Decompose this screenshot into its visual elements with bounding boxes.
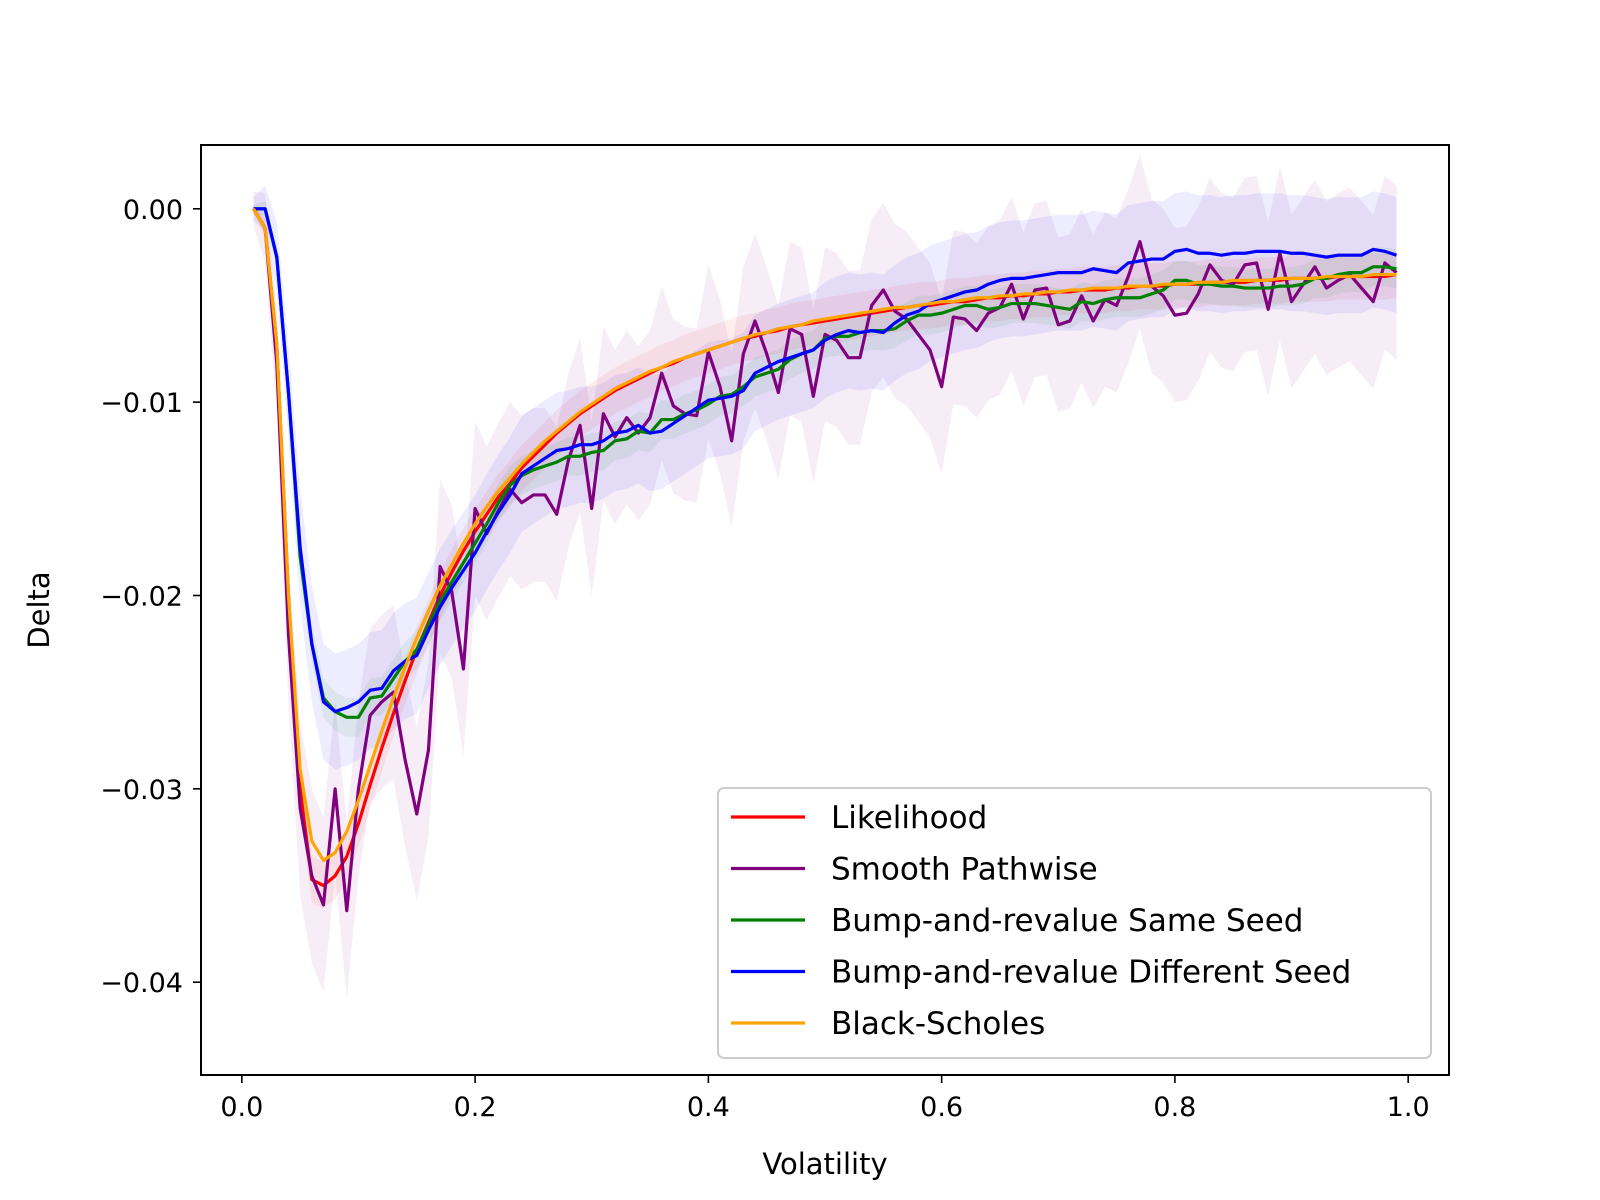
y-tick-label: −0.01 (100, 388, 183, 419)
y-axis-label: Delta (22, 571, 56, 648)
bump-and-revalue-same-seed-band (253, 201, 1397, 737)
bump-and-revalue-same-seed-line (253, 207, 1397, 719)
y-tick-label: 0.00 (123, 195, 183, 226)
confidence-bands (253, 154, 1397, 998)
legend-label-likelihood: Likelihood (831, 800, 987, 836)
black-scholes-line (252, 207, 1397, 862)
legend-label-bump-and-revalue-different-seed: Bump-and-revalue Different Seed (831, 955, 1351, 991)
smooth-pathwise-line (252, 207, 1398, 913)
y-tick-label: −0.03 (100, 775, 183, 806)
x-tick-label: 0.0 (220, 1092, 263, 1123)
plot-frame (200, 144, 1450, 1076)
bump-and-revalue-different-seed-line (253, 207, 1398, 714)
x-tick-label: 1.0 (1387, 1092, 1430, 1123)
smooth-pathwise-band (253, 154, 1397, 998)
likelihood-band (253, 204, 1397, 909)
legend-label-bump-and-revalue-same-seed: Bump-and-revalue Same Seed (831, 903, 1303, 939)
legend-label-black-scholes: Black-Scholes (831, 1006, 1045, 1042)
legend-frame (717, 787, 1432, 1059)
x-tick-label: 0.2 (454, 1092, 497, 1123)
y-tick-label: −0.04 (100, 968, 183, 999)
x-axis-label: Volatility (762, 1147, 887, 1181)
y-tick-label: −0.02 (100, 581, 183, 612)
plot-area (252, 154, 1398, 998)
y-axis: 0.00 −0.01 −0.02 −0.03 −0.04 (100, 195, 201, 999)
x-axis: 0.0 0.2 0.4 0.6 0.8 1.0 (220, 1075, 1430, 1123)
x-tick-label: 0.8 (1153, 1092, 1196, 1123)
bump-and-revalue-different-seed-band (253, 185, 1397, 770)
legend: Likelihood Smooth Pathwise Bump-and-revalu… (717, 787, 1432, 1059)
x-tick-label: 0.4 (687, 1092, 730, 1123)
x-tick-label: 0.6 (920, 1092, 963, 1123)
legend-label-smooth-pathwise: Smooth Pathwise (831, 852, 1098, 888)
series-lines (252, 207, 1398, 913)
